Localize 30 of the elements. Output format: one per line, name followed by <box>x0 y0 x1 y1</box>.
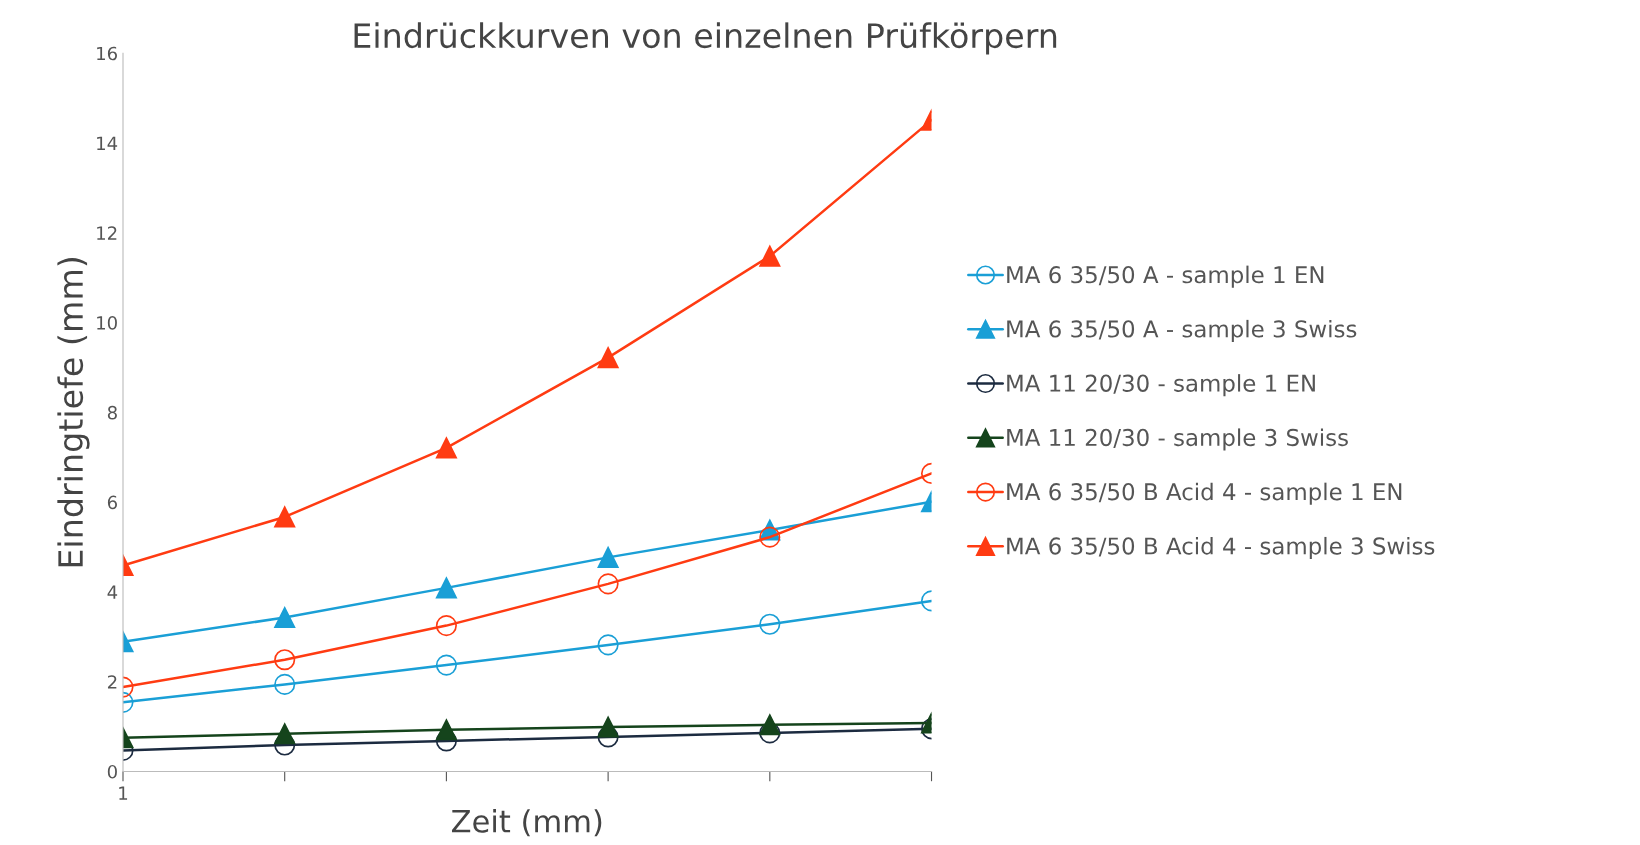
point <box>435 577 457 599</box>
point <box>597 634 619 656</box>
legend-label: MA 11 20/30 - sample 3 Swiss <box>1007 428 1348 451</box>
y-tick-label: 10 <box>97 316 117 330</box>
point <box>597 546 619 568</box>
x-axis-title: Zeit (mm) <box>452 809 602 837</box>
y-tick-label: 16 <box>97 46 117 61</box>
y-tick-label: 14 <box>97 136 118 150</box>
legend-label: MA 11 20/30 - sample 1 EN <box>1007 374 1315 397</box>
point <box>597 716 619 738</box>
y-tick-label: 2 <box>107 675 117 689</box>
chart-title: Eindrückkurven von einzelnen Prüfkörpern <box>354 22 1057 55</box>
legend-label: MA 6 35/50 A - sample 3 Swiss <box>1007 319 1357 343</box>
point <box>435 719 457 741</box>
y-tick-label: 4 <box>107 585 118 599</box>
y-tick-label: 8 <box>107 405 117 420</box>
point <box>435 654 457 676</box>
legend-label: MA 6 35/50 B Acid 4 - sample 1 EN <box>1007 482 1402 505</box>
y-tick-label: 0 <box>107 764 117 779</box>
point <box>597 726 619 748</box>
y-tick-label: 12 <box>97 226 117 240</box>
legend-label: MA 6 35/50 B Acid 4 - sample 3 Swiss <box>1007 536 1435 560</box>
point <box>435 615 457 637</box>
x-tick-label: 1 <box>119 786 128 800</box>
y-axis-title: Eindringtiefe (mm) <box>57 257 90 567</box>
point <box>435 437 457 459</box>
point <box>597 347 619 369</box>
y-tick-label: 6 <box>107 495 117 510</box>
legend-label: MA 6 35/50 A - sample 1 EN <box>1007 265 1324 288</box>
point <box>597 573 619 595</box>
